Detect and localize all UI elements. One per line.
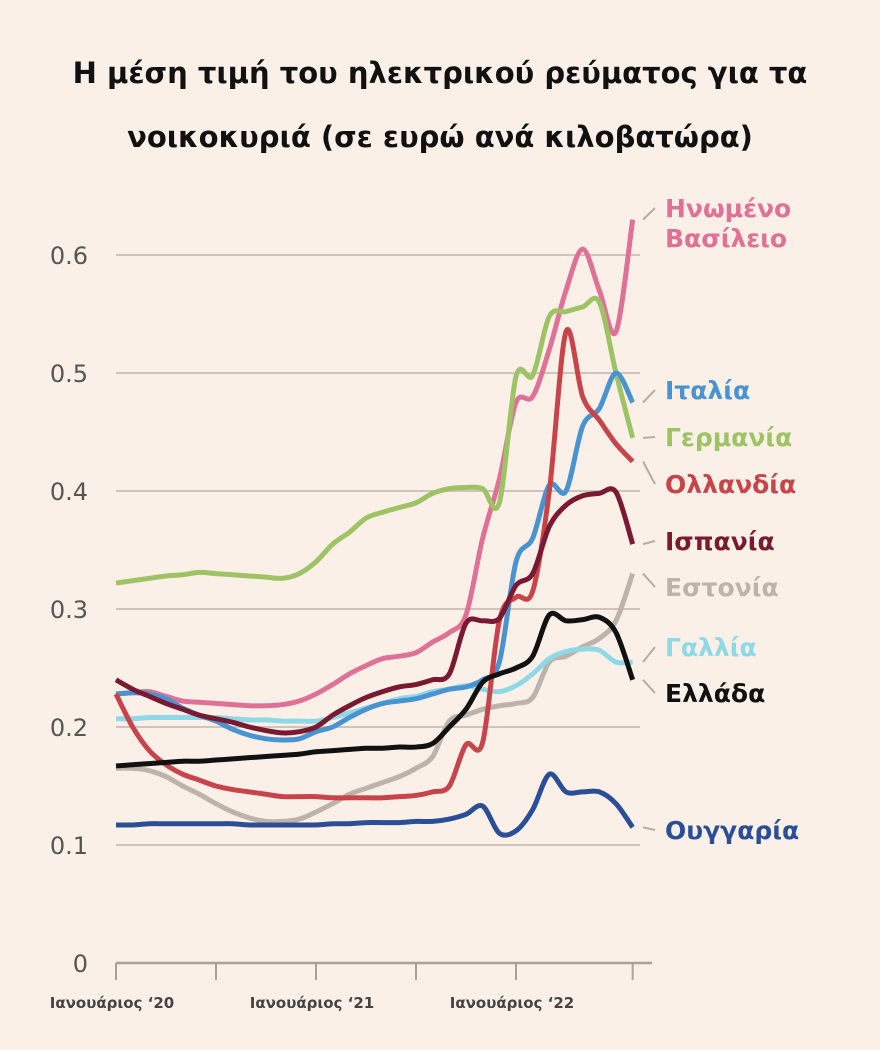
y-tick-label: 0.1 — [50, 832, 88, 860]
label-connector — [642, 389, 656, 404]
label-connector — [642, 207, 656, 221]
series-line-2 — [115, 295, 636, 586]
y-tick-label: 0.2 — [50, 714, 88, 742]
chart-title-line-2: νοικοκυριά (σε ευρώ ανά κιλοβατώρα) — [127, 120, 753, 154]
series-line-3 — [113, 326, 635, 801]
y-tick-label: 0.3 — [50, 596, 88, 624]
series-label: Βασίλειο — [665, 224, 787, 253]
series-line-4 — [114, 486, 636, 736]
y-tick-label: 0.6 — [50, 242, 88, 270]
label-connector — [642, 572, 656, 588]
series-label: Ουγγαρία — [665, 816, 799, 845]
y-tick-label: 0.4 — [50, 478, 88, 506]
label-connector — [642, 461, 656, 485]
series-label: Ιταλία — [665, 376, 750, 405]
series-label: Εστονία — [665, 573, 779, 602]
x-tick-label: Ιανουάριος ‘22 — [450, 994, 574, 1012]
series-line-8 — [115, 771, 635, 838]
series-line-7 — [115, 610, 636, 769]
series-label: Ισπανία — [665, 527, 775, 556]
label-connector — [642, 540, 656, 546]
label-connector — [642, 436, 656, 439]
y-tick-label: 0 — [73, 950, 88, 978]
series-label: Ελλάδα — [665, 679, 765, 708]
x-tick-label: Ιανουάριος ‘20 — [50, 994, 174, 1012]
y-tick-label: 0.5 — [50, 360, 88, 388]
label-connector — [642, 646, 656, 663]
series-label: Ολλανδία — [665, 470, 796, 499]
series-label: Γερμανία — [665, 423, 792, 452]
chart-title-line-1: Η μέση τιμή του ηλεκτρικού ρεύματος για … — [72, 56, 808, 90]
label-connector — [642, 826, 656, 831]
series-label: Ηνωμένο — [665, 194, 791, 223]
series-label: Γαλλία — [665, 633, 757, 662]
series-line-0 — [115, 219, 636, 709]
x-tick-label: Ιανουάριος ‘21 — [250, 994, 374, 1012]
series-line-5 — [115, 572, 636, 825]
label-connector — [642, 679, 656, 694]
